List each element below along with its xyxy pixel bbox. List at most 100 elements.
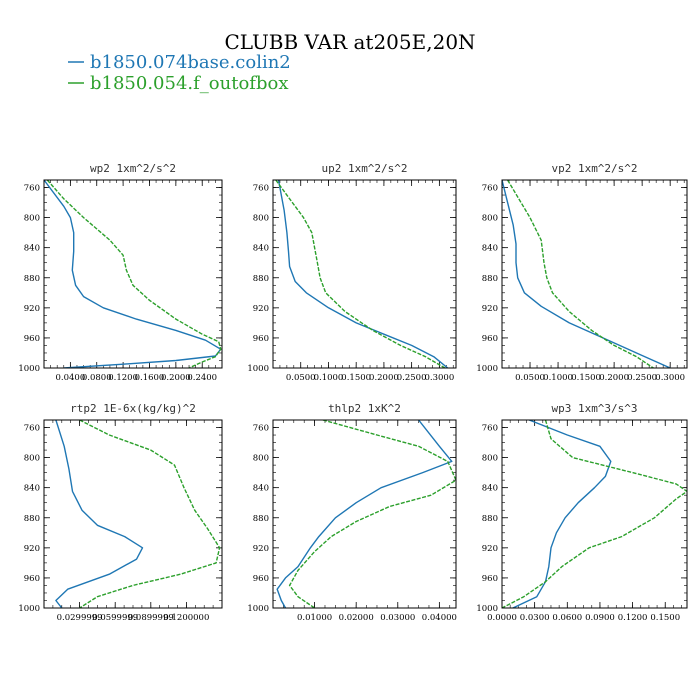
y-tick-label: 760: [253, 184, 269, 194]
series-line-2: [288, 420, 456, 608]
y-tick-label: 800: [482, 454, 498, 464]
series-line-2: [506, 180, 654, 368]
series-line-1: [277, 180, 449, 368]
y-tick-label: 960: [24, 334, 40, 344]
series-line-2: [46, 180, 222, 368]
series-line-1: [55, 420, 144, 608]
y-tick-label: 960: [482, 334, 498, 344]
series-line-1: [502, 180, 671, 368]
panel-4: rtp2 1E-6x(kg/kg)^2 760 800 840 880 920 960 100…: [18, 402, 223, 623]
plot-frame: [272, 419, 457, 609]
x-tick-label: 0.02000: [339, 613, 374, 623]
panel-6: wp3 1xm^3/s^3 760 800 840 880 920 960 10000.000…: [476, 402, 688, 623]
figure-title: CLUBB VAR at205E,20N: [224, 30, 475, 54]
y-tick-label: 1000: [476, 604, 498, 614]
plot-frame: [501, 419, 688, 609]
x-tick-label: 0.2400: [187, 373, 217, 383]
y-tick-label: 840: [253, 484, 269, 494]
x-tick-label: 0.1500: [571, 373, 601, 383]
y-tick-label: 760: [24, 184, 40, 194]
x-tick-label: 0.1500: [650, 613, 680, 623]
x-tick-label: 0.2000: [599, 373, 629, 383]
series-line-1: [276, 420, 453, 608]
y-tick-label: 920: [24, 544, 40, 554]
x-tick-label: 0.0500: [286, 373, 316, 383]
y-tick-label: 1000: [247, 364, 269, 374]
x-tick-label: 0.0300: [520, 613, 550, 623]
series-line-2: [275, 180, 446, 368]
panels: wp2 1xm^2/s^2 760 800 840 880 920 960 1000 0.040…: [18, 162, 688, 623]
x-tick-label: 0.1200: [618, 613, 648, 623]
x-tick-label: 0.01000: [297, 613, 332, 623]
plot-frame: [43, 419, 223, 609]
y-tick-label: 960: [24, 574, 40, 584]
y-tick-label: 800: [253, 214, 269, 224]
x-tick-label: 0.2000: [161, 373, 191, 383]
panel-3: vp2 1xm^2/s^2 760 800 840 880 920 960 1000 0.050…: [476, 162, 688, 383]
panel-title: wp3 1xm^3/s^3: [551, 402, 637, 415]
y-tick-label: 920: [253, 544, 269, 554]
y-tick-label: 840: [24, 484, 40, 494]
x-tick-label: 0.0299999: [57, 613, 103, 623]
y-tick-label: 880: [253, 514, 269, 524]
series-line-2: [502, 420, 687, 608]
y-tick-label: 960: [482, 574, 498, 584]
x-tick-label: 0.1500: [341, 373, 371, 383]
plot-frame: [272, 179, 457, 369]
x-tick-label: 0.1000: [543, 373, 573, 383]
x-tick-label: 0.3000: [655, 373, 685, 383]
panel-1: wp2 1xm^2/s^2 760 800 840 880 920 960 1000 0.040…: [18, 162, 223, 383]
y-tick-label: 840: [482, 244, 498, 254]
x-tick-label: 0.0599999: [92, 613, 138, 623]
y-tick-label: 800: [253, 454, 269, 464]
y-tick-label: 840: [24, 244, 40, 254]
panel-2: up2 1xm^2/s^2 760 800 840 880 920 960 1000 0.050…: [247, 162, 457, 383]
panel-5: thlp2 1xK^2 760 800 840 880 920 960 1000 0.01000…: [247, 402, 457, 623]
x-tick-label: 0.0899999: [128, 613, 174, 623]
x-tick-label: 0.0800: [82, 373, 112, 383]
x-tick-label: 0.1200: [108, 373, 138, 383]
legend-label-2: b1850.054.f_outofbox: [90, 73, 288, 94]
plot-frame: [43, 179, 223, 369]
x-tick-label: 0.3000: [424, 373, 454, 383]
x-tick-label: 0.0000: [487, 613, 517, 623]
panel-title: rtp2 1E-6x(kg/kg)^2: [70, 402, 196, 415]
y-tick-label: 840: [482, 484, 498, 494]
y-tick-label: 840: [253, 244, 269, 254]
y-tick-label: 920: [482, 304, 498, 314]
y-tick-label: 760: [482, 184, 498, 194]
y-tick-label: 1000: [247, 604, 269, 614]
legend-label-1: b1850.074base.colin2: [90, 52, 291, 73]
y-tick-label: 760: [24, 424, 40, 434]
panel-title: wp2 1xm^2/s^2: [90, 162, 176, 175]
y-tick-label: 920: [253, 304, 269, 314]
y-tick-label: 760: [482, 424, 498, 434]
x-tick-label: 0.1600: [135, 373, 165, 383]
x-tick-label: 0.04000: [422, 613, 457, 623]
y-tick-label: 880: [253, 274, 269, 284]
y-tick-label: 960: [253, 334, 269, 344]
series-line-2: [79, 420, 221, 608]
y-tick-label: 760: [253, 424, 269, 434]
y-tick-label: 880: [24, 274, 40, 284]
y-tick-label: 880: [482, 514, 498, 524]
y-tick-label: 1000: [18, 364, 40, 374]
y-tick-label: 920: [482, 544, 498, 554]
panel-title: up2 1xm^2/s^2: [321, 162, 407, 175]
plot-frame: [501, 179, 688, 369]
y-tick-label: 920: [24, 304, 40, 314]
x-tick-label: 0.0400: [55, 373, 85, 383]
x-tick-label: 0.1200000: [163, 613, 209, 623]
x-tick-label: 0.0900: [585, 613, 615, 623]
x-tick-label: 0.03000: [380, 613, 415, 623]
y-tick-label: 880: [482, 274, 498, 284]
series-line-1: [512, 420, 612, 608]
panel-title: vp2 1xm^2/s^2: [551, 162, 637, 175]
legend: b1850.074base.colin2 b1850.054.f_outofbo…: [68, 52, 291, 94]
y-tick-label: 1000: [18, 604, 40, 614]
x-tick-label: 0.2500: [397, 373, 427, 383]
y-tick-label: 800: [24, 214, 40, 224]
y-tick-label: 1000: [476, 364, 498, 374]
x-tick-label: 0.0500: [515, 373, 545, 383]
